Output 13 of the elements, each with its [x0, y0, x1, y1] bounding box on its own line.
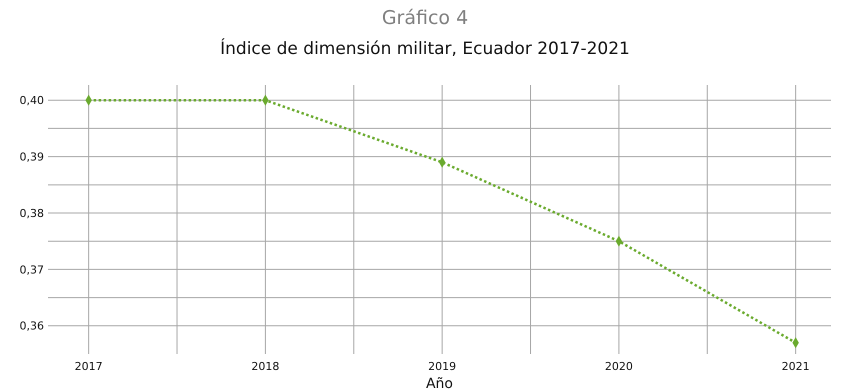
x-axis-title: Año: [426, 376, 454, 391]
chart-title: Gráfico 4: [382, 7, 468, 29]
y-tick-label: 0,39: [20, 150, 44, 164]
x-tick-label: 2020: [604, 360, 633, 373]
y-tick-label: 0,36: [20, 320, 44, 333]
y-tick-label: 0,40: [20, 94, 44, 108]
x-tick-label: 2017: [74, 360, 103, 373]
y-tick-label: 0,38: [20, 206, 44, 220]
chart-subtitle: Índice de dimensión militar, Ecuador 2017-2021: [220, 38, 630, 59]
x-tick-label: 2021: [782, 360, 810, 373]
y-tick-label: 0,37: [20, 263, 44, 276]
x-tick-label: 2019: [428, 360, 456, 373]
x-tick-label: 2018: [251, 360, 280, 373]
